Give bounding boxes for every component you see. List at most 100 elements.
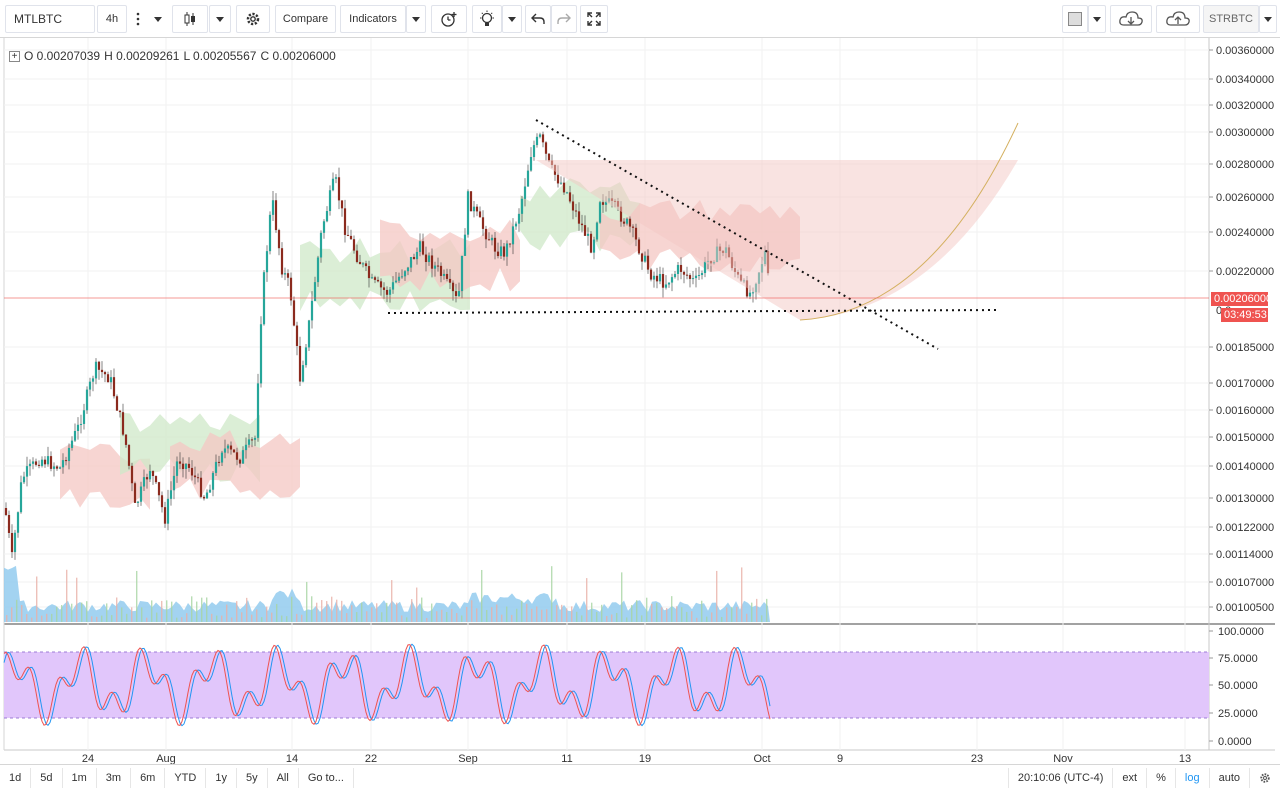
percent-toggle[interactable]: % (1146, 768, 1175, 788)
gear-icon[interactable] (1249, 768, 1280, 788)
redo-icon[interactable] (551, 5, 577, 33)
fullscreen-icon[interactable] (580, 5, 608, 33)
range-buttons: 1d 5d 1m 3m 6m YTD 1y 5y All (0, 768, 299, 788)
clock[interactable]: 20:10:06 (UTC-4) (1007, 768, 1113, 788)
candle-body (112, 377, 116, 397)
volume-bar (191, 596, 193, 622)
volume-bar (661, 607, 663, 622)
price-tick-label: 0.00122000 (1216, 522, 1274, 534)
candle-body (568, 192, 572, 202)
candle-body (391, 282, 395, 290)
candle-body (421, 241, 425, 255)
indicators-button[interactable]: Indicators (340, 5, 406, 33)
candle-body (337, 177, 341, 201)
time-tick-label: 23 (971, 753, 983, 764)
range-button-6m[interactable]: 6m (131, 768, 166, 788)
candle-body (109, 377, 113, 383)
interval-dropdown-icon[interactable] (147, 5, 169, 33)
volume-bar (311, 596, 313, 622)
goto-button[interactable]: Go to... (299, 768, 354, 788)
candle-body (403, 271, 407, 277)
bottom-toolbar: 1d 5d 1m 3m 6m YTD 1y 5y All Go to... 20:10:06 (… (0, 764, 1280, 791)
candle-body (133, 483, 137, 503)
candle-body (439, 265, 443, 276)
forecast-curve[interactable] (799, 122, 1019, 321)
volume-bar (531, 608, 533, 622)
indicators-dropdown-icon[interactable] (406, 5, 426, 33)
lightbulb-icon[interactable] (472, 5, 502, 33)
cloud-download-icon[interactable] (1110, 5, 1152, 33)
range-button-all[interactable]: All (268, 768, 299, 788)
ideas-dropdown-icon[interactable] (502, 5, 522, 33)
price-pane[interactable] (4, 38, 1209, 624)
range-button-5y[interactable]: 5y (237, 768, 268, 788)
symbol-search[interactable]: MTLBTC (5, 5, 95, 33)
ext-toggle[interactable]: ext (1112, 768, 1146, 788)
log-toggle[interactable]: log (1174, 768, 1209, 788)
volume-bar (621, 572, 623, 622)
price-axis[interactable]: 0.00360000 0.00340000 0.00320000 0.00300000… (1209, 45, 1274, 614)
range-button-5d[interactable]: 5d (31, 768, 63, 788)
volume-bar (481, 569, 483, 622)
gear-icon[interactable] (236, 5, 270, 33)
candle-body (115, 396, 119, 411)
candle-body (100, 369, 104, 373)
volume-bar (556, 605, 558, 622)
candle-body (193, 475, 197, 478)
layout-dropdown-icon[interactable] (1088, 5, 1106, 33)
range-button-1m[interactable]: 1m (63, 768, 97, 788)
price-tick-label: 0.00170000 (1216, 378, 1274, 390)
volume-bar (766, 598, 768, 622)
alarm-clock-icon[interactable] (431, 5, 467, 33)
candles-icon[interactable] (172, 5, 208, 33)
volume-bar (126, 613, 128, 622)
candle-body (271, 200, 275, 215)
range-button-ytd[interactable]: YTD (165, 768, 207, 788)
volume-bar (341, 600, 343, 622)
chart-area[interactable]: 0.00360000 0.00340000 0.00320000 0.00300000… (0, 38, 1280, 765)
range-button-1y[interactable]: 1y (206, 768, 237, 788)
range-button-1d[interactable]: 1d (0, 768, 32, 788)
forecast-shape[interactable] (536, 160, 1018, 320)
interval-button[interactable]: 4h (97, 5, 127, 33)
volume-bar (36, 576, 38, 622)
layout-square-icon[interactable] (1062, 5, 1088, 33)
volume-bar (141, 607, 143, 622)
candle-body (565, 192, 569, 194)
volume-bar (581, 615, 583, 622)
candle-body (664, 284, 668, 288)
chart-type-dropdown-icon[interactable] (209, 5, 231, 33)
price-tick-label: 0.00320000 (1216, 100, 1274, 112)
account-button[interactable]: STRBTC (1203, 5, 1259, 33)
volume-bar (376, 603, 378, 622)
price-tick-label: 0.00140000 (1216, 461, 1274, 473)
auto-toggle[interactable]: auto (1208, 768, 1249, 788)
candle-body (232, 449, 236, 453)
range-button-3m[interactable]: 3m (97, 768, 132, 788)
time-tick-label: Oct (753, 753, 770, 764)
resistance-trendline[interactable] (535, 119, 939, 350)
interval-more-icon[interactable] (129, 5, 147, 33)
volume-bar (501, 614, 503, 622)
account-dropdown-icon[interactable] (1259, 5, 1277, 33)
candle-body (238, 459, 242, 464)
candle-body (289, 277, 293, 301)
collapse-legend-icon[interactable]: + (9, 50, 20, 62)
volume-bar (56, 606, 58, 622)
candle-body (697, 274, 701, 276)
candle-body (457, 291, 461, 297)
compare-button[interactable]: Compare (275, 5, 336, 33)
time-axis[interactable]: 24 Aug 14 22 Sep 11 19 Oct 9 23 Nov 13 (82, 753, 1191, 765)
candle-body (634, 227, 638, 240)
cloud-upload-icon[interactable] (1156, 5, 1200, 33)
volume-bar (121, 607, 123, 622)
volume-bar (211, 613, 213, 622)
volume-bar (406, 617, 408, 622)
chart-canvas[interactable]: 0.00360000 0.00340000 0.00320000 0.00300000… (0, 38, 1280, 765)
candle-body (223, 448, 227, 453)
candle-body (82, 410, 86, 424)
volume-bar (386, 602, 388, 622)
rsi-axis[interactable]: 100.0000 75.0000 50.0000 25.0000 0.0000 (1209, 626, 1264, 748)
undo-icon[interactable] (525, 5, 551, 33)
candle-body (592, 239, 596, 253)
